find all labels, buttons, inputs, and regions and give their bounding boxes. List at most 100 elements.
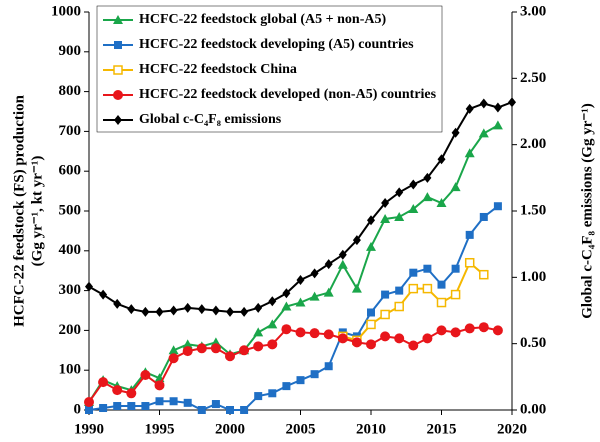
legend-marker <box>113 15 123 24</box>
marker <box>351 337 362 348</box>
marker <box>98 377 109 388</box>
marker <box>141 402 150 411</box>
legend-marker <box>114 41 122 49</box>
marker <box>113 402 122 411</box>
marker <box>309 328 320 339</box>
marker <box>253 327 264 337</box>
marker <box>112 385 123 396</box>
marker <box>422 192 433 202</box>
marker <box>464 257 475 268</box>
marker <box>394 211 405 221</box>
marker <box>423 264 432 273</box>
marker <box>380 331 391 342</box>
marker <box>267 319 278 329</box>
marker <box>380 213 391 223</box>
marker <box>479 212 488 221</box>
marker <box>380 309 390 320</box>
marker <box>437 280 446 289</box>
y-tick-label: 600 <box>59 163 82 179</box>
marker <box>282 288 291 299</box>
marker <box>464 323 475 334</box>
marker <box>282 382 291 391</box>
y2-tick-label: 1.00 <box>520 269 546 285</box>
marker <box>240 306 249 317</box>
marker <box>479 269 489 280</box>
x-tick-label: 2015 <box>427 421 457 437</box>
y-tick-label: 900 <box>59 43 82 59</box>
marker <box>492 120 503 130</box>
marker <box>422 333 433 344</box>
y-tick-label: 1000 <box>51 3 81 19</box>
marker <box>210 343 221 354</box>
marker <box>381 290 390 299</box>
marker <box>254 392 263 401</box>
marker <box>127 402 136 411</box>
marker <box>493 102 502 113</box>
legend-label: HCFC-22 feedstock developing (A5) countr… <box>139 37 414 52</box>
marker <box>366 339 376 350</box>
marker <box>254 302 263 313</box>
marker <box>169 305 178 316</box>
marker <box>253 341 264 352</box>
legend: HCFC-22 feedstock global (A5 + non-A5) HC… <box>96 5 443 133</box>
marker <box>99 289 108 300</box>
y-axis-label: (Gg yr⁻¹, kt yr⁻¹) <box>29 156 45 267</box>
marker <box>381 198 390 209</box>
marker <box>169 397 178 406</box>
y2-tick-label: 2.50 <box>520 70 546 86</box>
y-tick-label: 300 <box>59 282 82 298</box>
marker <box>324 362 333 371</box>
marker <box>84 397 94 408</box>
marker <box>85 281 93 292</box>
marker <box>140 369 151 380</box>
marker <box>492 325 503 336</box>
marker <box>239 345 250 356</box>
legend-label: Global c-C₄F₈ emissions <box>139 112 282 127</box>
marker <box>281 324 292 335</box>
marker <box>408 340 419 351</box>
legend-label: HCFC-22 feedstock developed (non-A5) cou… <box>139 87 437 102</box>
x-tick-label: 1990 <box>74 421 104 437</box>
marker <box>423 172 432 183</box>
marker <box>508 97 516 108</box>
y-tick-label: 500 <box>59 202 82 218</box>
marker <box>240 406 249 414</box>
marker <box>337 259 348 269</box>
marker <box>450 289 461 300</box>
x-tick-label: 1995 <box>145 421 175 437</box>
legend-marker <box>113 65 123 75</box>
marker <box>366 319 376 330</box>
legend-label: HCFC-22 feedstock global (A5 + non-A5) <box>139 12 386 27</box>
marker <box>113 298 122 309</box>
marker <box>225 351 235 362</box>
marker <box>451 264 460 273</box>
marker <box>422 283 433 294</box>
marker <box>493 202 502 211</box>
marker <box>141 306 150 317</box>
y-axis-label: HCFC-22 feedstock (FS) production <box>11 94 27 326</box>
marker <box>450 182 461 192</box>
marker <box>437 154 446 165</box>
marker <box>394 301 404 312</box>
marker <box>352 235 361 246</box>
marker <box>226 306 234 317</box>
y-tick-label: 0 <box>74 401 82 417</box>
marker <box>436 297 447 308</box>
marker <box>154 380 165 391</box>
marker <box>310 370 319 379</box>
marker <box>183 398 192 407</box>
y2-tick-label: 3.00 <box>520 3 546 19</box>
marker <box>281 301 292 311</box>
x-tick-label: 2020 <box>497 421 527 437</box>
y2-axis-label: Global c-C₄F₈ emissions (Gg yr⁻¹) <box>579 103 595 319</box>
marker <box>351 283 362 293</box>
marker <box>126 388 137 399</box>
marker <box>408 283 419 294</box>
marker <box>367 308 375 317</box>
marker <box>99 404 108 413</box>
marker <box>268 389 277 398</box>
marker <box>394 333 405 344</box>
marker <box>267 339 278 350</box>
marker <box>226 406 234 414</box>
y-tick-label: 100 <box>59 362 82 378</box>
